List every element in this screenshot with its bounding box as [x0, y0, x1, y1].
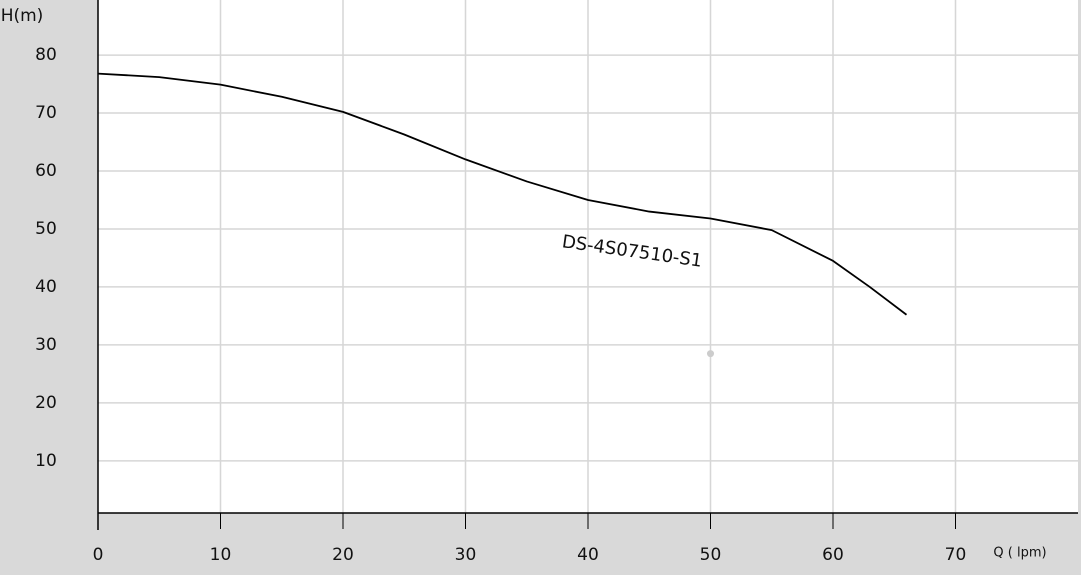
x-tick-label: 10 — [210, 545, 232, 565]
y-tick-label: 70 — [35, 103, 57, 123]
y-tick-label: 40 — [35, 277, 57, 297]
y-tick-label: 30 — [35, 335, 57, 355]
y-tick-label: 60 — [35, 161, 57, 181]
x-tick-label: 40 — [577, 545, 599, 565]
y-tick-label: 50 — [35, 219, 57, 239]
y-axis-label: H(m) — [1, 6, 44, 26]
x-tick-label: 50 — [700, 545, 722, 565]
duty-point — [707, 350, 714, 358]
y-tick-label: 20 — [35, 393, 57, 413]
x-axis-label: Q ( lpm) — [993, 546, 1046, 561]
x-tick-label: 20 — [332, 545, 354, 565]
x-tick-label: 0 — [93, 545, 104, 565]
x-tick-label: 60 — [822, 545, 844, 565]
y-tick-label: 10 — [35, 451, 57, 471]
y-tick-label: 80 — [35, 45, 57, 65]
curve — [97, 72, 908, 316]
x-tick-label: 30 — [455, 545, 477, 565]
x-tick-label: 70 — [945, 545, 967, 565]
